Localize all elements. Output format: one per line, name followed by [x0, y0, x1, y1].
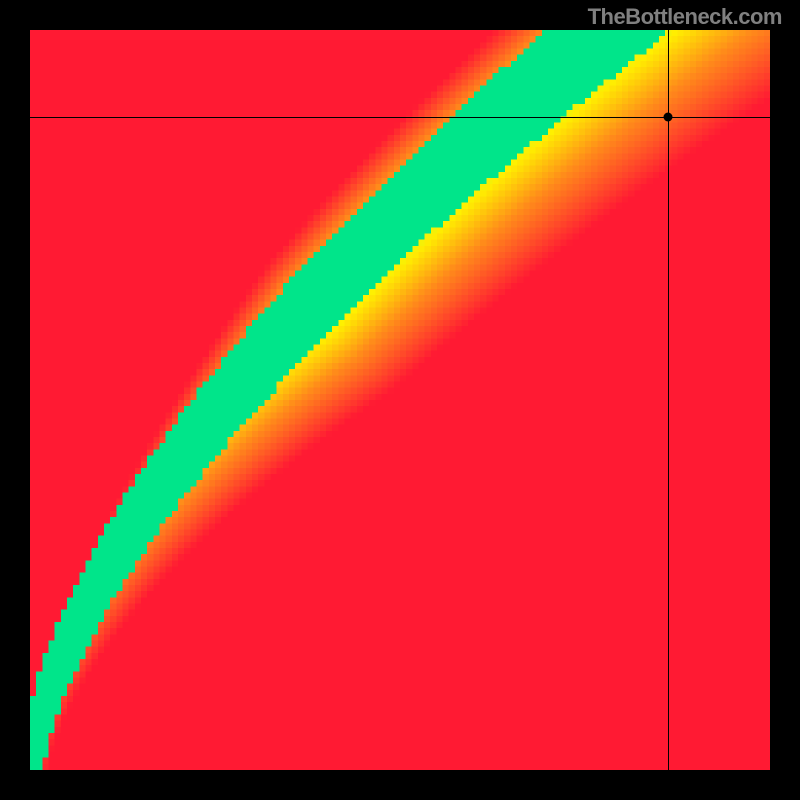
bottleneck-heatmap-plot — [30, 30, 770, 770]
crosshair-dot — [663, 113, 672, 122]
crosshair-vertical-line — [668, 30, 669, 770]
watermark-text: TheBottleneck.com — [588, 4, 782, 30]
crosshair-horizontal-line — [30, 117, 770, 118]
heatmap-canvas — [30, 30, 770, 770]
